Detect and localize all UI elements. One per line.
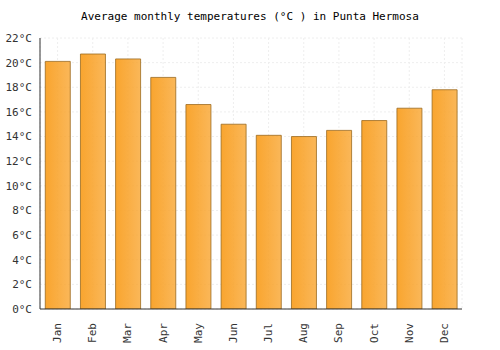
svg-text:May: May — [192, 323, 205, 343]
svg-text:Dec: Dec — [438, 323, 451, 343]
svg-text:Nov: Nov — [403, 323, 416, 343]
svg-text:Mar: Mar — [121, 323, 134, 343]
svg-text:18°C: 18°C — [8, 81, 32, 94]
svg-text:14°C: 14°C — [8, 130, 32, 143]
svg-text:16°C: 16°C — [8, 106, 32, 119]
html-text:Average monthly temperatures (: Average monthly temperatures (°C ) in Pu… — [81, 10, 419, 23]
svg-text:Jan: Jan — [51, 323, 64, 343]
svg-text:2°C: 2°C — [12, 278, 32, 291]
svg-text:Feb: Feb — [86, 323, 99, 343]
svg-text:4°C: 4°C — [12, 254, 32, 267]
svg-text:Aug: Aug — [297, 323, 310, 343]
svg-text:0°C: 0°C — [12, 303, 32, 316]
svg-text:8°C: 8°C — [12, 204, 32, 217]
svg-text:6°C: 6°C — [12, 229, 32, 242]
svg-text:20°C: 20°C — [8, 57, 32, 70]
svg-text:10°C: 10°C — [8, 180, 32, 193]
svg-text:Jul: Jul — [262, 323, 275, 343]
svg-text:Sep: Sep — [332, 323, 345, 343]
svg-text:12°C: 12°C — [8, 155, 32, 168]
svg-text:Oct: Oct — [368, 323, 381, 343]
svg-text:Jun: Jun — [227, 323, 240, 343]
svg-text:22°C: 22°C — [8, 32, 32, 45]
svg-text:Apr: Apr — [157, 323, 170, 343]
